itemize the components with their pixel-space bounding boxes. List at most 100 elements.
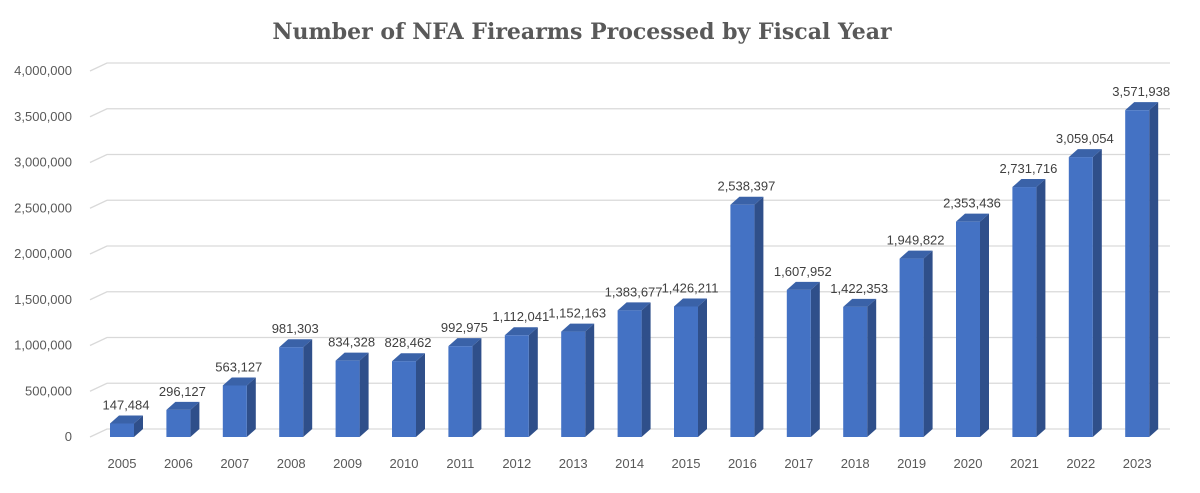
bar-2023: 3,571,938 — [1112, 84, 1170, 438]
bar-2016: 2,538,397 — [717, 179, 775, 437]
y-tick-label: 2,500,000 — [14, 200, 72, 215]
bar-side — [246, 377, 256, 437]
bar-2005: 147,484 — [103, 398, 150, 437]
bar-front — [899, 258, 924, 437]
bar-side — [359, 352, 369, 437]
data-label: 2,731,716 — [999, 161, 1057, 176]
y-tick-label: 2,000,000 — [14, 246, 72, 261]
data-label: 1,112,041 — [492, 309, 549, 324]
bar-front — [561, 331, 586, 437]
x-tick-label: 2013 — [559, 456, 588, 471]
x-tick-label: 2010 — [390, 456, 419, 471]
y-tick-label: 4,000,000 — [14, 63, 72, 78]
bar-top — [1068, 149, 1102, 158]
bar-2012: 1,112,041 — [492, 309, 549, 437]
bar-top — [843, 298, 877, 307]
x-tick-label: 2017 — [784, 456, 813, 471]
x-tick-label: 2011 — [446, 456, 474, 471]
bar-front — [504, 335, 529, 437]
bar-front — [730, 204, 755, 437]
bar-side — [754, 196, 764, 437]
bar-top — [956, 213, 989, 222]
x-tick-label: 2020 — [954, 456, 983, 471]
bar-2017: 1,607,952 — [774, 264, 832, 437]
bar-top — [279, 339, 313, 348]
bar-top — [561, 323, 595, 332]
bar-side — [472, 338, 482, 437]
x-tick-label: 2018 — [841, 456, 870, 471]
bar-side — [416, 353, 425, 437]
bar-2009: 834,328 — [328, 335, 375, 437]
y-axis: 0 500,000 1,000,000 1,500,000 2,000,000 2,500… — [14, 63, 72, 444]
bar-front — [674, 306, 698, 437]
bar-side — [134, 415, 143, 437]
bar-side — [698, 298, 707, 437]
bar-top — [110, 415, 143, 424]
bar-side — [528, 327, 538, 437]
bars: 147,484 296,127 563,127 981,303 834,328 828,4… — [103, 84, 1170, 438]
bar-front — [335, 360, 360, 437]
gridline — [89, 199, 1170, 209]
bar-2013: 1,152,163 — [548, 306, 606, 437]
y-tick-label: 1,500,000 — [14, 292, 72, 307]
bar-top — [730, 196, 764, 205]
data-label: 1,426,211 — [662, 281, 719, 296]
bar-top — [335, 352, 369, 361]
gridline — [89, 245, 1170, 255]
bar-side — [980, 213, 989, 437]
bar-2022: 3,059,054 — [1056, 131, 1114, 437]
x-axis: 2005 2006 2007 2008 2009 2010 2011 2012 2013 2014… — [108, 456, 1152, 471]
data-label: 147,484 — [103, 398, 150, 413]
bar-side — [303, 339, 313, 437]
data-label: 1,422,353 — [830, 281, 888, 296]
bar-top — [1125, 102, 1159, 111]
bar-side — [585, 323, 595, 437]
bar-2018: 1,422,353 — [830, 281, 888, 437]
bar-2015: 1,426,211 — [662, 281, 719, 437]
bar-top — [786, 281, 820, 290]
bar-2020: 2,353,436 — [943, 196, 1001, 437]
bar-front — [110, 423, 134, 437]
data-label: 1,152,163 — [548, 306, 606, 321]
bar-top — [392, 353, 425, 362]
bar-front — [1125, 110, 1150, 438]
x-tick-label: 2006 — [164, 456, 193, 471]
y-tick-label: 1,000,000 — [14, 338, 72, 353]
bar-front — [222, 385, 247, 437]
bar-2019: 1,949,822 — [887, 233, 945, 437]
x-tick-label: 2005 — [108, 456, 137, 471]
y-tick-label: 3,000,000 — [14, 155, 72, 170]
bar-top — [222, 377, 256, 386]
bar-top — [504, 327, 538, 336]
bar-side — [1092, 149, 1102, 437]
bar-side — [1149, 102, 1159, 438]
bar-side — [190, 401, 200, 437]
bar-top — [899, 250, 933, 259]
y-tick-label: 500,000 — [25, 383, 72, 398]
gridline — [89, 153, 1170, 164]
x-tick-label: 2021 — [1010, 456, 1039, 471]
y-tick-label: 0 — [65, 429, 72, 444]
bar-top — [166, 401, 200, 410]
data-label: 1,383,677 — [605, 284, 663, 299]
data-label: 834,328 — [328, 335, 375, 350]
data-label: 563,127 — [215, 359, 262, 374]
data-label: 992,975 — [441, 320, 488, 335]
data-label: 828,462 — [385, 335, 432, 350]
data-label: 1,949,822 — [887, 233, 945, 248]
bar-2010: 828,462 — [385, 335, 432, 437]
bar-front — [1068, 157, 1093, 437]
bar-front — [786, 289, 811, 437]
x-tick-label: 2016 — [728, 456, 757, 471]
bar-2008: 981,303 — [272, 321, 319, 437]
bar-front — [279, 347, 304, 437]
bar-2021: 2,731,716 — [999, 161, 1057, 438]
bar-2006: 296,127 — [159, 384, 206, 437]
x-tick-label: 2012 — [502, 456, 531, 471]
data-label: 296,127 — [159, 384, 206, 399]
bar-front — [392, 361, 416, 437]
bar-top — [674, 298, 707, 307]
x-tick-label: 2022 — [1066, 456, 1095, 471]
x-tick-label: 2015 — [672, 456, 701, 471]
